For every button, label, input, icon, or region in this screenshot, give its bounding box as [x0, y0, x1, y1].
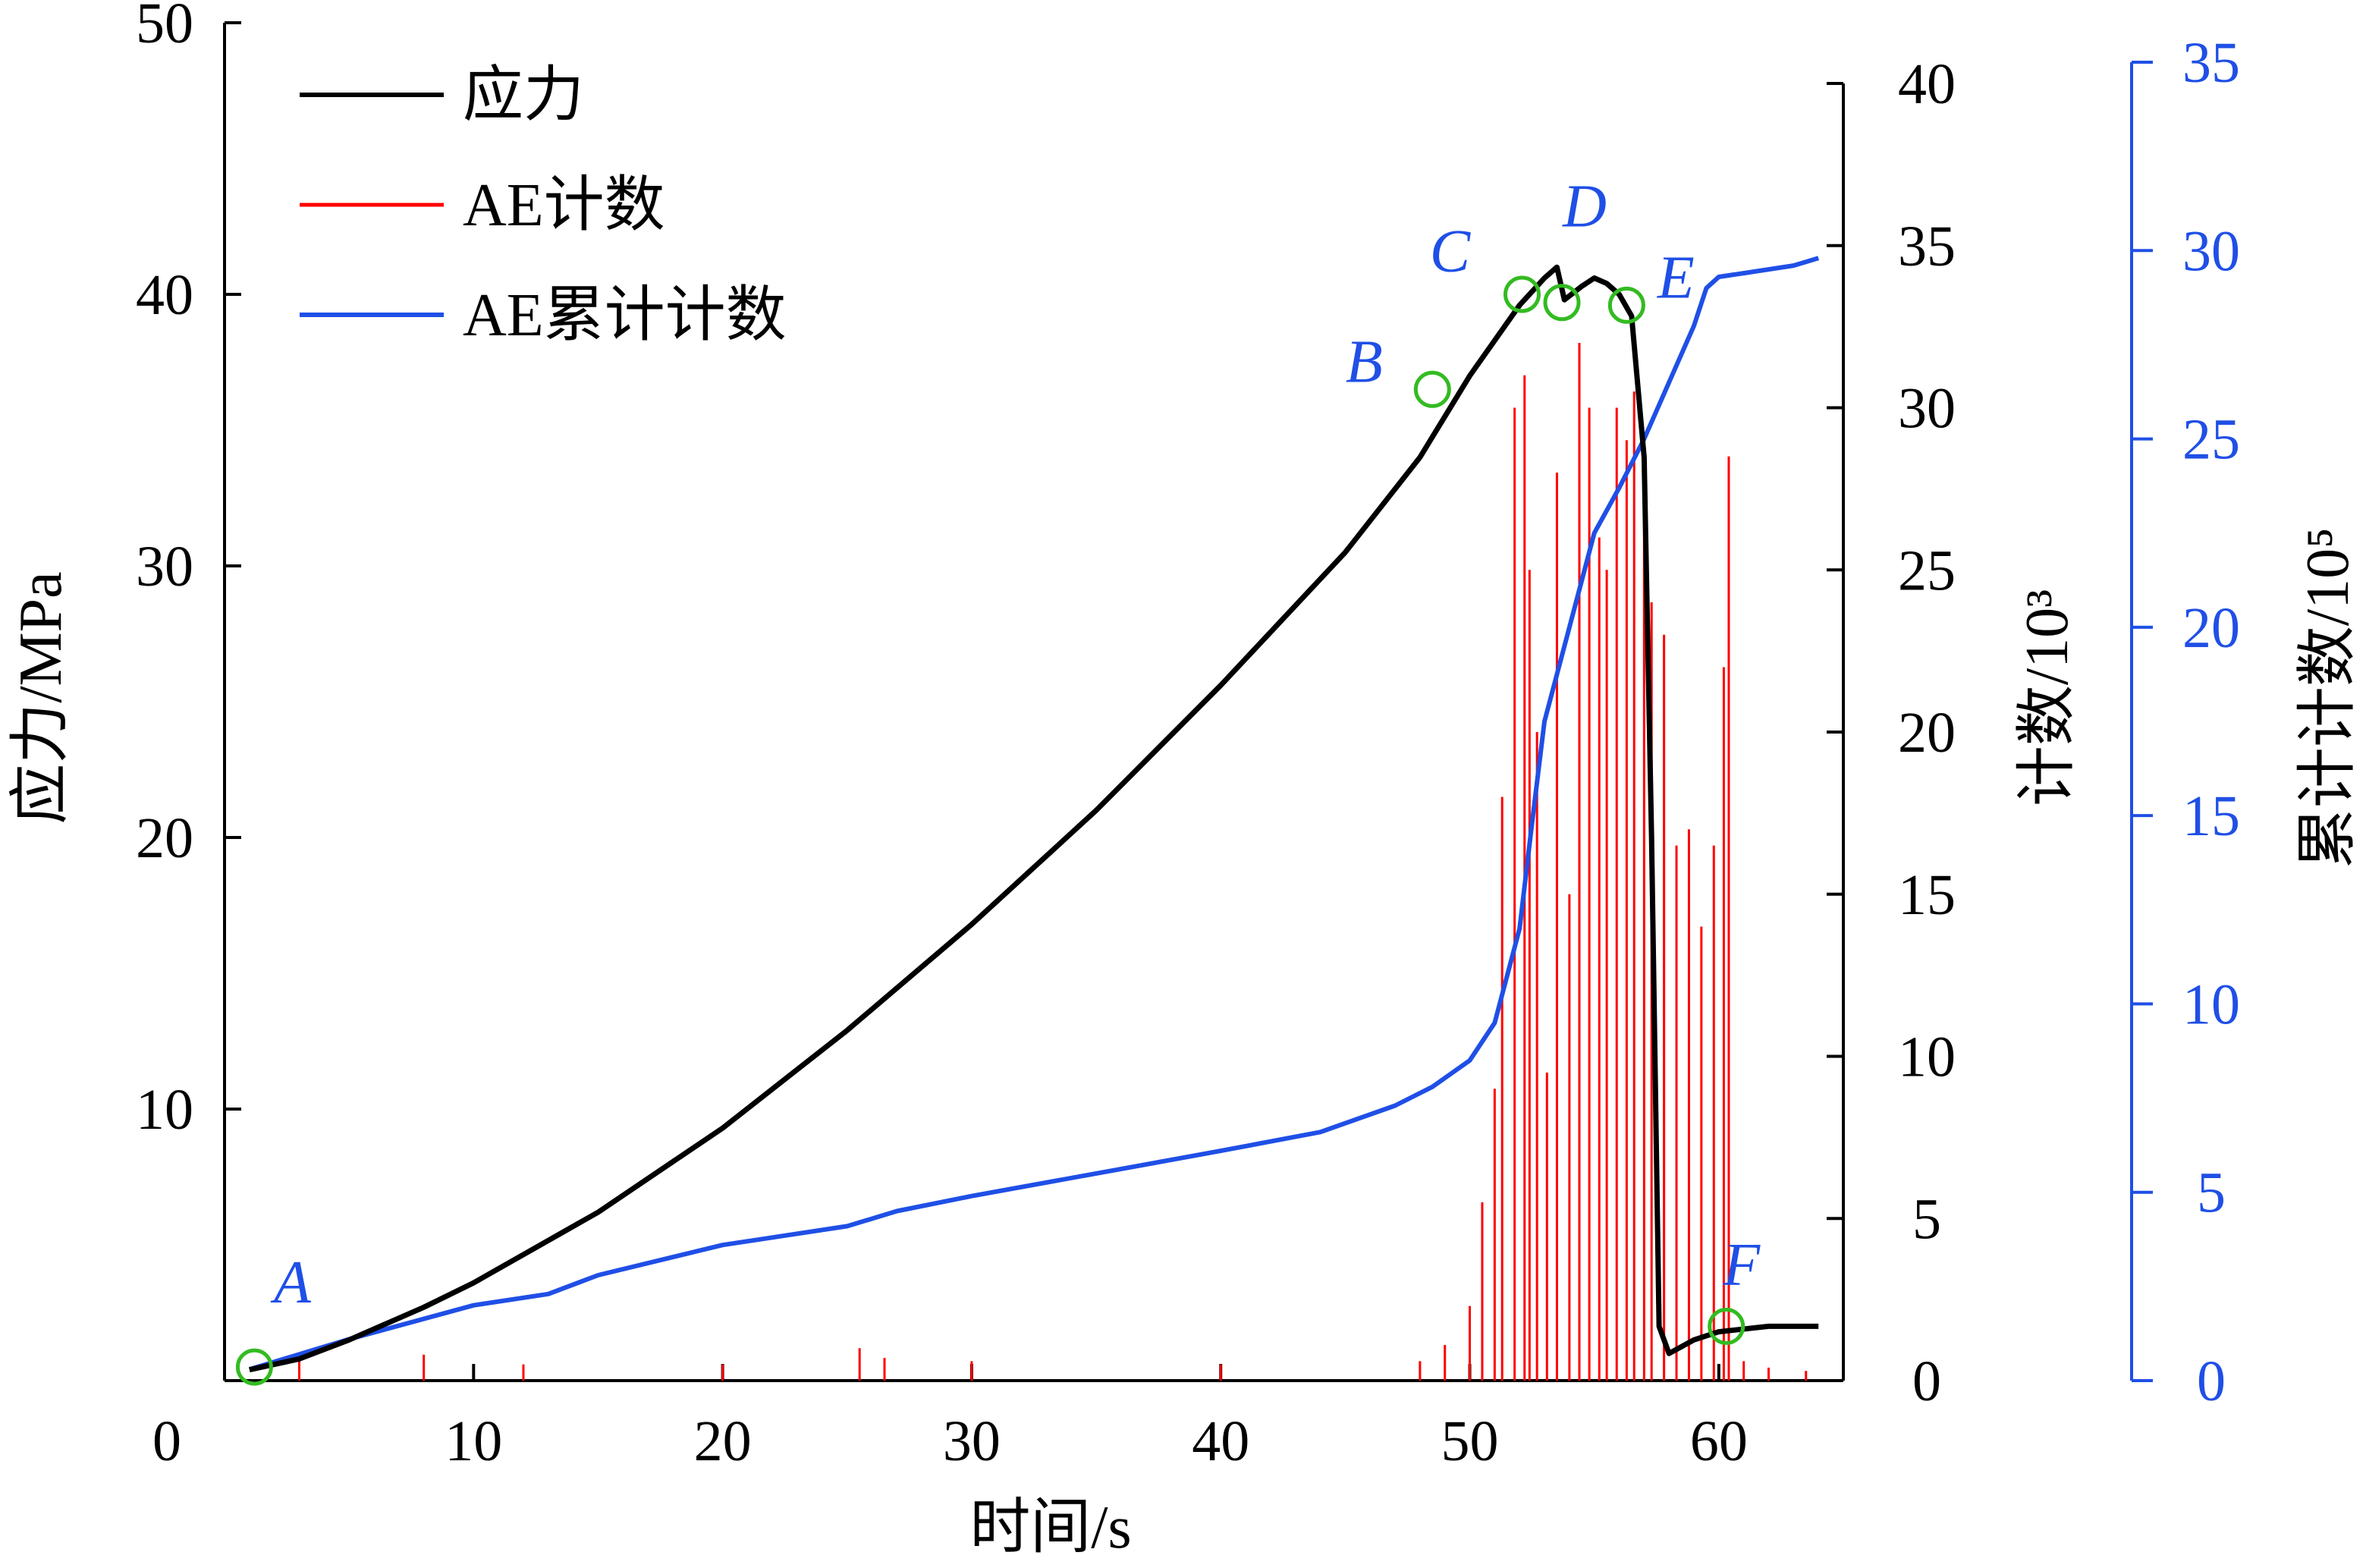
y-right2-tick-label: 0: [2197, 1350, 2226, 1413]
y-right2-axis-title: 累计计数/10⁵: [2295, 527, 2361, 869]
y-left-tick-label: 30: [136, 535, 193, 599]
y-right2-tick-label: 15: [2182, 784, 2240, 848]
ae-cumulative-line: [248, 256, 1820, 1372]
y-right2-tick-label: 20: [2182, 596, 2240, 660]
point-marker-c: [1503, 275, 1541, 313]
x-tick-label: 30: [943, 1409, 1001, 1473]
legend-label-ae-count: AE计数: [463, 172, 665, 239]
y-left-tick-label: 20: [136, 806, 193, 870]
point-marker-a: [235, 1348, 273, 1386]
point-label-c: C: [1430, 218, 1472, 285]
series-ae-cumulative: [248, 256, 1820, 1372]
y-right1-tick-label: 10: [1898, 1026, 1956, 1089]
x-tick-label: 20: [694, 1409, 752, 1473]
y-right2-tick-label: 35: [2182, 31, 2240, 95]
y-right1-tick-label: 40: [1898, 52, 1956, 116]
y-left-axis-title: 应力/MPa: [8, 571, 74, 824]
legend-label-stress: 应力: [463, 62, 584, 129]
y-right1-tick-label: 35: [1898, 215, 1956, 278]
y-right1-tick-label: 5: [1912, 1187, 1941, 1251]
point-label-a: A: [270, 1249, 312, 1316]
legend-label-ae-cumulative: AE累计计数: [463, 282, 787, 349]
point-marker-f: [1708, 1307, 1745, 1345]
point-label-f: F: [1722, 1231, 1761, 1298]
y-right1-tick-label: 30: [1898, 377, 1956, 441]
y-left-tick-label: 50: [136, 0, 193, 55]
y-right2-tick-label: 25: [2182, 408, 2240, 472]
stress-line: [249, 264, 1819, 1373]
y-left-tick-label: 40: [136, 263, 193, 327]
point-marker-d: [1543, 284, 1581, 322]
point-label-d: D: [1562, 174, 1607, 240]
tick-labels: 0 10 20 30 40 50 60 10 20 30 40 50 0 5 10 15 20 25 30 35 40 0…: [136, 0, 2240, 1473]
y-right2-tick-label: 10: [2182, 973, 2240, 1036]
point-marker-e: [1607, 286, 1645, 324]
y-right2-tick-label: 5: [2197, 1161, 2226, 1225]
x-axis-title: 时间/s: [969, 1494, 1131, 1561]
y-right1-tick-label: 20: [1898, 701, 1956, 765]
point-label-e: E: [1657, 244, 1695, 311]
x-tick-label: 10: [445, 1409, 502, 1473]
series-stress: [249, 264, 1819, 1373]
legend: 应力 AE计数 AE累计计数: [300, 62, 787, 349]
y-right1-tick-label: 0: [1912, 1350, 1941, 1413]
series-ae-count: [297, 343, 1808, 1381]
annotations: A BC DE F: [235, 174, 1761, 1386]
x-tick-label: 0: [152, 1409, 181, 1473]
y-right1-tick-label: 15: [1898, 863, 1956, 927]
point-label-b: B: [1346, 328, 1383, 395]
x-tick-label: 60: [1690, 1409, 1748, 1473]
y-right1-axis-title: 计数/10³: [2014, 589, 2081, 806]
x-tick-label: 40: [1192, 1409, 1249, 1473]
y-right2-tick-label: 30: [2182, 219, 2240, 283]
y-left-tick-label: 10: [136, 1078, 193, 1142]
point-marker-b: [1413, 370, 1451, 408]
x-tick-label: 50: [1441, 1409, 1499, 1473]
y-right1-tick-label: 25: [1898, 539, 1956, 602]
